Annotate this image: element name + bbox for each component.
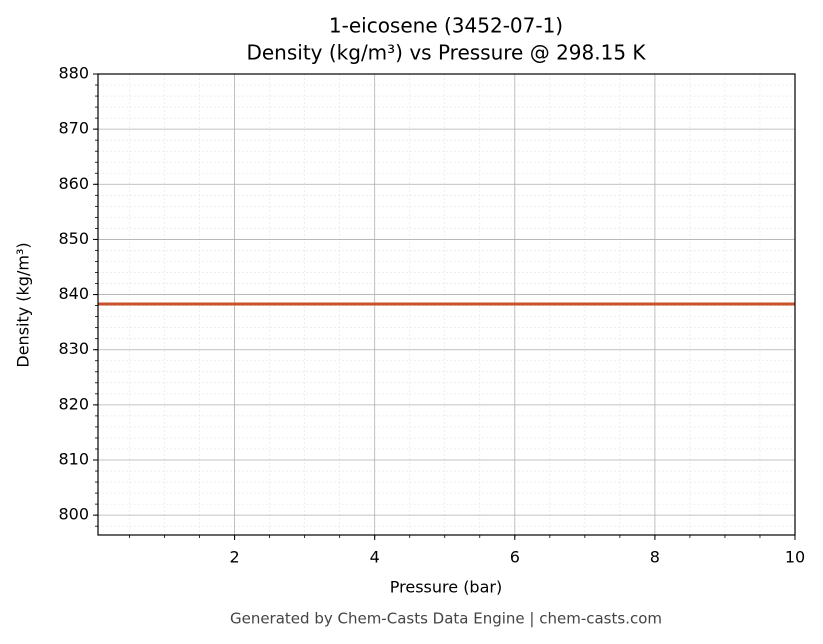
y-tick-label: 820 (58, 394, 89, 413)
x-tick-label: 4 (370, 548, 380, 567)
y-tick-label: 850 (58, 229, 89, 248)
x-tick-label: 2 (230, 548, 240, 567)
y-tick-label: 880 (58, 64, 89, 83)
x-axis-label: Pressure (bar) (390, 578, 502, 597)
y-axis-label: Density (kg/m³) (14, 242, 33, 367)
y-tick-label: 830 (58, 339, 89, 358)
x-tick-label: 6 (510, 548, 520, 567)
y-tick-label: 810 (58, 450, 89, 469)
x-tick-label: 8 (650, 548, 660, 567)
y-tick-label: 800 (58, 505, 89, 524)
footer: Generated by Chem-Casts Data Engine | ch… (230, 610, 662, 628)
y-tick-label: 870 (58, 119, 89, 138)
x-tick-label: 10 (785, 548, 805, 567)
chart-subtitle: Density (kg/m³) vs Pressure @ 298.15 K (246, 41, 646, 65)
plot-frame (97, 73, 796, 536)
y-tick-label: 840 (58, 284, 89, 303)
chart-title: 1-eicosene (3452-07-1) (329, 14, 563, 38)
y-tick-label: 860 (58, 174, 89, 193)
